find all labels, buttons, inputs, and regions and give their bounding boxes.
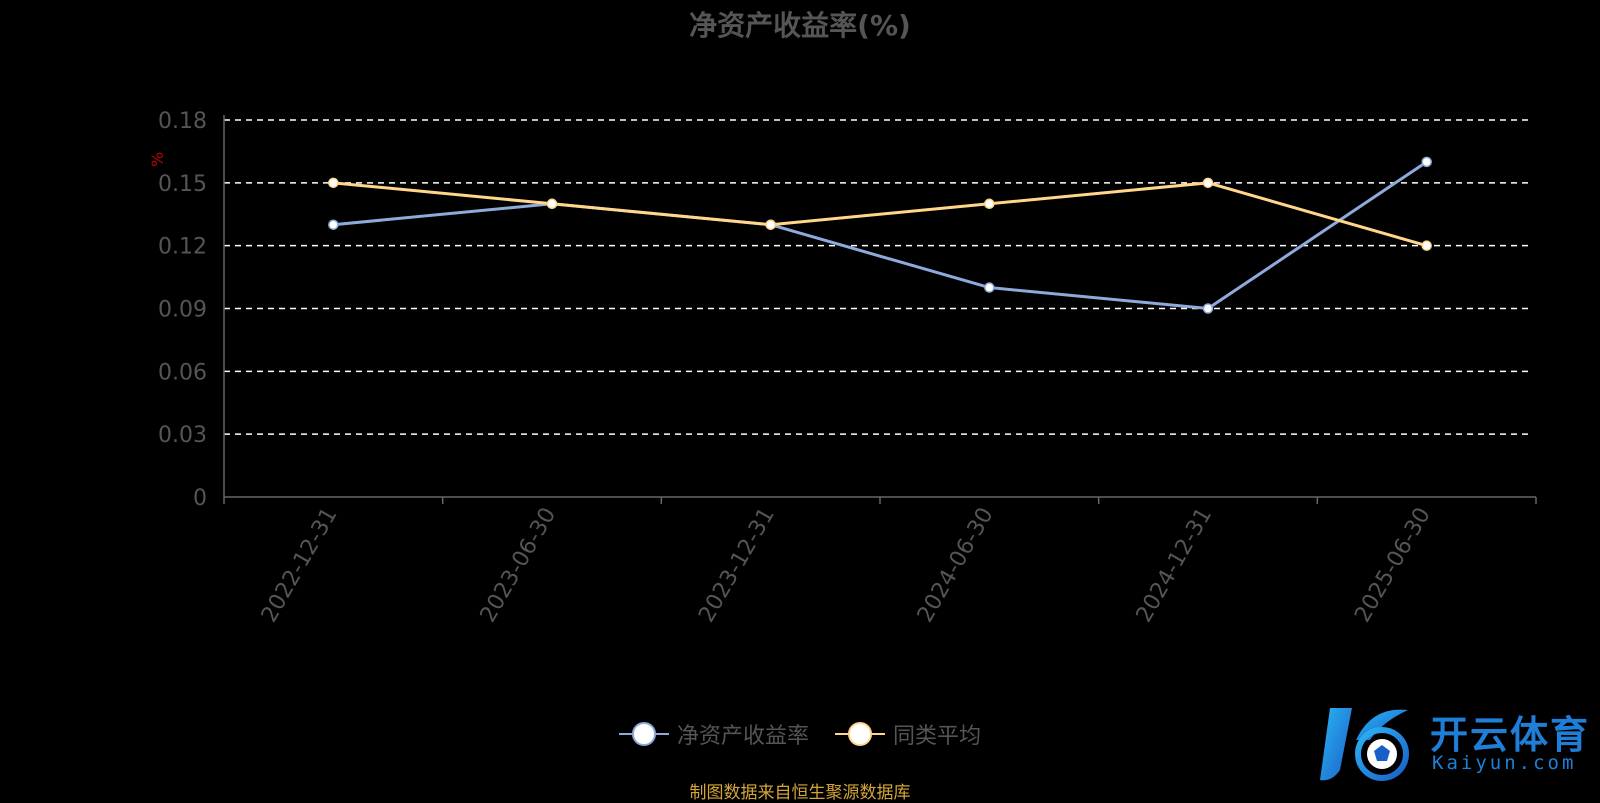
series-0-point <box>328 219 339 230</box>
series-1-point <box>546 198 558 210</box>
series-1-point <box>984 198 995 210</box>
x-tick-label: 2024-12-31 <box>1132 504 1218 627</box>
line-chart: 0 0.03 0.06 0.09 0.12 0.15 0.18 2022-12-31 2023-… <box>158 109 1537 627</box>
chart-title: 净资产收益率(%) <box>689 9 911 42</box>
series-1-point <box>1421 240 1432 251</box>
legend-label-roe: 净资产收益率 <box>676 724 809 749</box>
legend-swatch-peer-average <box>835 722 885 746</box>
legend-item-roe[interactable]: 净资产收益率 <box>618 718 809 750</box>
y-tick-label: 0.06 <box>158 360 207 385</box>
series-0-point <box>1202 303 1214 314</box>
logo-brand-text: 开云体育 <box>1430 713 1591 757</box>
x-tick-label: 2023-06-30 <box>476 504 562 627</box>
legend: 净资产收益率 同类平均 <box>0 718 1600 750</box>
x-tick-label: 2024-06-30 <box>913 503 999 626</box>
y-tick-label: 0.09 <box>158 298 207 323</box>
series-0-point <box>1421 156 1432 168</box>
legend-label-peer-average: 同类平均 <box>893 724 982 749</box>
y-tick-label: 0 <box>193 486 207 511</box>
y-tick-label: 0.18 <box>158 109 207 134</box>
series-1-point <box>1202 177 1214 189</box>
y-tick-label: 0.15 <box>158 172 207 197</box>
y-tick-label: 0.03 <box>158 423 207 448</box>
legend-swatch-roe <box>618 722 669 746</box>
x-tick-label: 2025-06-30 <box>1350 504 1436 627</box>
series-0-point <box>984 282 995 293</box>
legend-item-peer-average[interactable]: 同类平均 <box>835 718 981 750</box>
series-1-point <box>765 219 776 230</box>
x-tick-label: 2023-12-31 <box>694 504 780 627</box>
x-tick-label: 2022-12-31 <box>257 504 343 627</box>
y-tick-label: 0.12 <box>158 235 207 260</box>
logo-domain-text: Kaiyun.com <box>1432 752 1577 774</box>
series-1-point <box>328 177 339 189</box>
series-line-0 <box>333 160 1428 310</box>
logo-k-mark-icon <box>1320 708 1409 781</box>
kaiyun-logo: 开云体育 Kaiyun.com <box>1312 700 1592 790</box>
source-note: 制图数据来自恒生聚源数据库 <box>689 783 911 803</box>
series-line-1 <box>333 181 1428 248</box>
